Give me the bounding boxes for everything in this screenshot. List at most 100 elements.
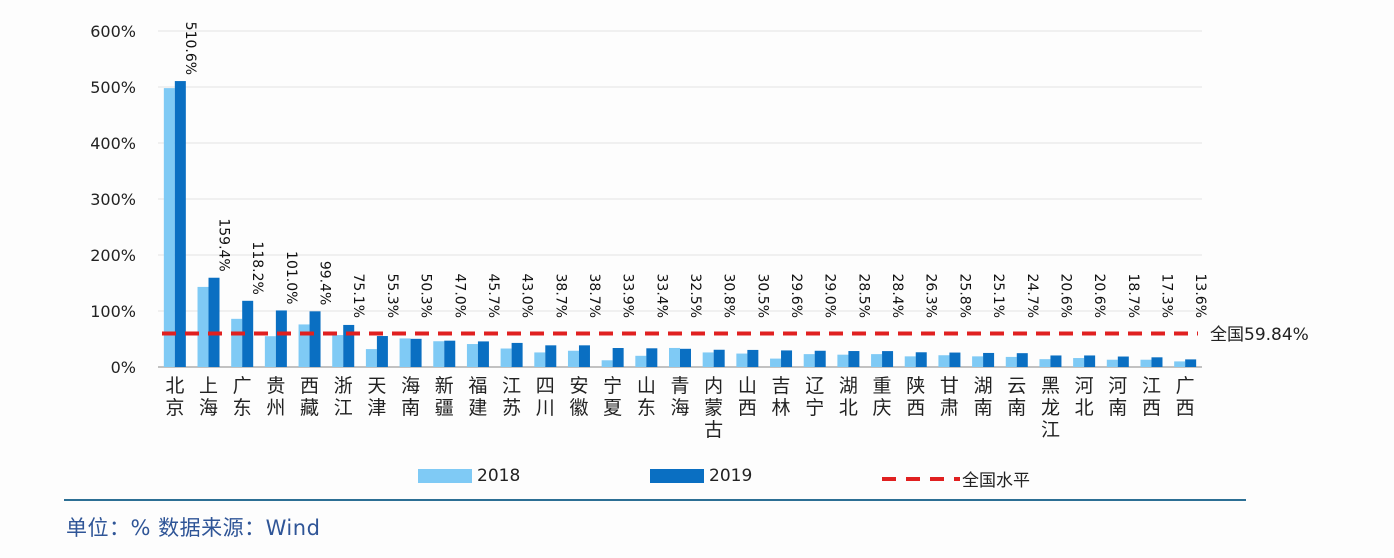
x-category-label: 西 [1142,397,1161,419]
y-tick-label: 200% [90,246,136,265]
x-category-label: 河 [1108,375,1127,397]
y-tick-label: 0% [111,358,136,377]
bar-2018 [635,355,647,367]
footer-divider [64,499,1246,501]
x-category-label: 海 [670,397,689,419]
bar-2018 [972,356,984,367]
x-category-label: 南 [1007,397,1026,419]
x-category-label: 西 [906,397,925,419]
x-category-label: 河 [1075,375,1094,397]
bar-2019 [949,352,961,367]
x-category-label: 西 [300,375,319,397]
x-category-label: 蒙 [704,397,723,419]
source-note: 单位：% 数据来源：Wind [66,516,321,540]
x-category-label: 西 [1176,397,1195,419]
x-category-label: 北 [1075,397,1094,419]
x-category-label: 重 [873,375,892,397]
bar-2019 [680,348,691,367]
x-category-label: 吉 [772,375,791,397]
bar-2018 [871,354,883,367]
x-category-label: 黑 [1041,375,1060,397]
x-category-label: 龙 [1041,397,1060,419]
y-tick-label: 600% [90,22,136,41]
x-category-label: 江 [334,397,353,419]
bar-2019 [511,342,523,367]
x-category-label: 古 [704,419,723,441]
bar-2018 [298,324,310,367]
data-label-2019: 29.6% [788,274,804,318]
legend-item-2018: 2018 [418,466,520,486]
data-label-2019: 118.2% [249,241,265,294]
x-category-label: 林 [772,397,791,419]
data-label-2019: 18.7% [1125,274,1141,318]
bar-2019 [882,351,894,367]
data-label-2019: 25.1% [990,274,1006,318]
bar-2018 [1039,359,1051,367]
x-category-label: 西 [738,397,757,419]
bar-2019 [275,310,287,367]
x-category-label: 湖 [974,375,993,397]
x-category-label: 福 [468,375,487,397]
data-label-2019: 32.5% [687,274,703,318]
chart-legend: 2018 2019 全国水平 [0,466,1394,491]
bar-2019 [376,336,388,367]
bar-2018 [500,348,512,367]
bar-2018 [1174,361,1186,367]
bar-2018 [197,286,209,367]
bar-2019 [545,345,557,367]
bar-2018 [803,354,815,367]
data-label-2019: 45.7% [485,274,501,318]
data-label-2019: 25.8% [956,274,972,318]
data-label-2019: 101.0% [283,251,299,304]
bar-2018 [669,347,680,367]
bar-2018 [1005,356,1017,367]
bar-2019 [410,338,422,367]
bar-2019 [1084,355,1096,367]
bar-2018 [534,352,546,367]
x-category-label: 山 [637,375,656,397]
data-label-2019: 33.4% [653,274,669,318]
data-label-2019: 20.6% [1057,274,1073,318]
data-label-2019: 50.3% [418,274,434,318]
data-label-2019: 24.7% [1024,274,1040,318]
x-category-label: 甘 [940,375,959,397]
bar-2018 [601,360,613,367]
x-category-label: 宁 [805,397,824,419]
data-label-2019: 26.3% [923,274,939,318]
y-tick-label: 300% [90,190,136,209]
x-category-label: 辽 [805,375,824,397]
x-category-label: 津 [367,397,386,419]
x-category-label: 江 [1041,419,1060,441]
legend-label-2019: 2019 [709,466,753,486]
bar-2018 [1140,359,1152,367]
bar-2018 [163,88,175,368]
x-category-label: 庆 [873,397,892,419]
x-category-label: 海 [401,375,420,397]
x-category-label: 广 [233,375,252,397]
bar-2019 [713,349,725,367]
x-category-label: 州 [266,397,285,419]
data-label-2019: 159.4% [216,218,232,271]
legend-dashed-line-icon [882,476,960,481]
bar-2018 [770,358,782,367]
x-category-label: 北 [839,397,858,419]
x-category-label: 天 [367,375,386,397]
bar-2019 [848,351,860,367]
bar-2018 [332,335,344,367]
national-average-label: 全国59.84% [1210,325,1309,345]
bar-2018 [365,349,377,367]
y-tick-label: 400% [90,134,136,153]
x-category-label: 南 [1108,397,1127,419]
bar-2018 [702,352,714,367]
x-category-label: 南 [401,397,420,419]
bar-2019 [343,324,355,367]
bar-2018 [904,356,916,367]
x-category-label: 贵 [266,375,285,397]
bar-2018 [736,353,748,367]
bar-2018 [264,336,276,367]
bar-2019 [1151,357,1163,367]
bar-2019 [309,311,321,367]
bar-2019 [612,348,624,367]
x-category-label: 江 [1142,375,1161,397]
data-label-2019: 55.3% [384,274,400,318]
